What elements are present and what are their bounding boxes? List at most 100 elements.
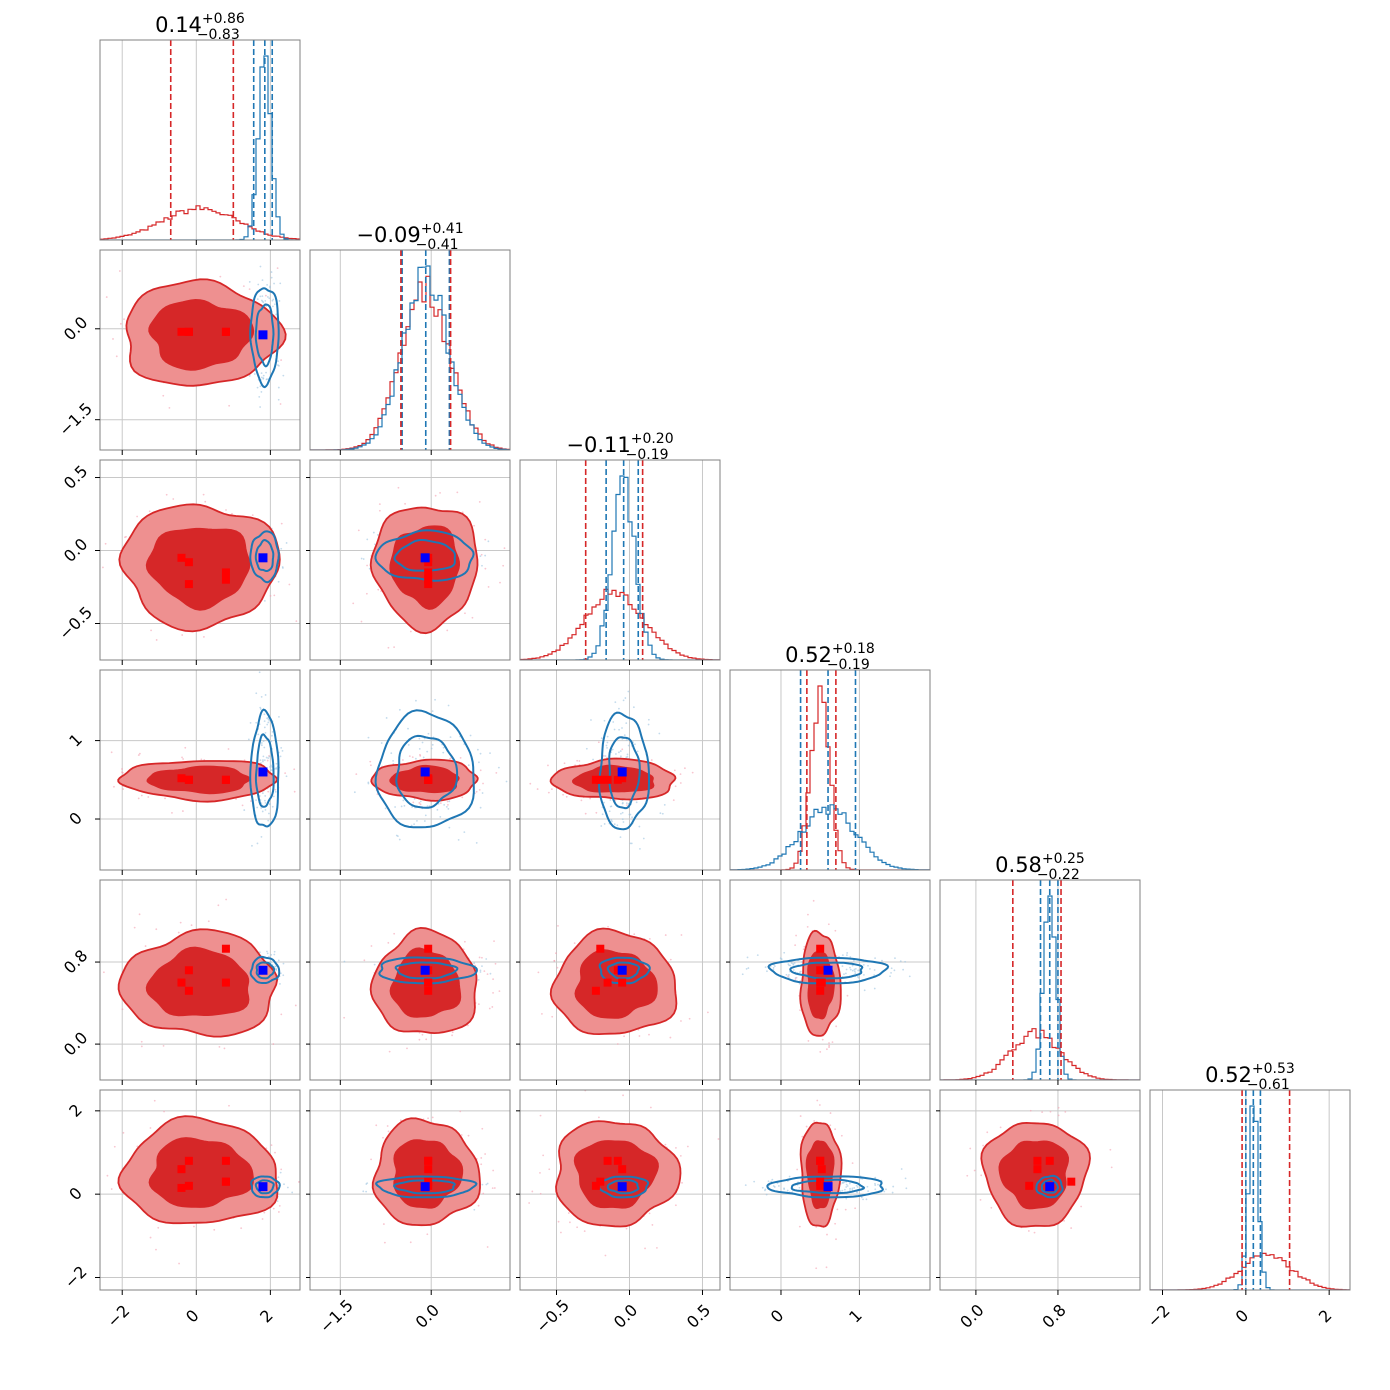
sample-point bbox=[908, 975, 911, 978]
sample-point bbox=[625, 722, 628, 724]
sample-point bbox=[425, 1038, 428, 1041]
marginal-panel-5: 0.52+0.53 −0.61 −2 0 2 bbox=[1144, 1061, 1351, 1331]
sample-point bbox=[449, 757, 451, 760]
sample-point bbox=[403, 804, 406, 807]
sample-point bbox=[277, 1176, 280, 1179]
sample-point bbox=[93, 548, 95, 550]
sample-point bbox=[383, 1241, 386, 1244]
sample-point bbox=[489, 972, 492, 975]
sample-point bbox=[360, 557, 363, 560]
sample-point bbox=[227, 748, 230, 750]
marginal-panel-2: −0.11+0.20 −0.19 bbox=[519, 431, 721, 665]
sample-point bbox=[442, 746, 445, 749]
sample-point bbox=[123, 318, 125, 321]
red-histogram bbox=[1150, 1252, 1350, 1290]
param-title-5: 0.52+0.53 −0.61 bbox=[1205, 1061, 1295, 1093]
sample-point bbox=[849, 968, 852, 971]
sample-point bbox=[567, 1212, 570, 1214]
sample-point bbox=[189, 706, 191, 708]
sample-point bbox=[113, 785, 115, 788]
sample-point bbox=[267, 819, 270, 822]
sample-point bbox=[486, 1246, 489, 1248]
sample-point bbox=[625, 739, 628, 741]
sample-point bbox=[181, 810, 184, 812]
sample-point bbox=[58, 960, 60, 962]
sample-point bbox=[207, 920, 210, 923]
red-marker bbox=[221, 327, 230, 336]
blue-contour-inner bbox=[393, 1179, 456, 1195]
blue-contour-inner bbox=[394, 961, 459, 980]
sample-point bbox=[691, 771, 694, 774]
sample-point bbox=[258, 671, 261, 674]
sample-point bbox=[638, 1035, 641, 1037]
sample-point bbox=[767, 1180, 770, 1183]
sample-point bbox=[634, 743, 636, 746]
sample-point bbox=[295, 620, 298, 623]
sample-point bbox=[256, 386, 259, 389]
panel-frame bbox=[939, 879, 1141, 1081]
panel-frame bbox=[309, 1089, 511, 1291]
marginal-panel-0: 0.14+0.86 −0.83 bbox=[99, 11, 301, 245]
sample-point bbox=[845, 1183, 848, 1186]
sample-point bbox=[150, 629, 152, 632]
sample-point bbox=[275, 969, 278, 971]
sample-point bbox=[269, 594, 272, 597]
blue-histogram bbox=[100, 55, 300, 240]
sample-point bbox=[612, 721, 615, 723]
sample-point bbox=[1029, 1109, 1032, 1112]
sample-point bbox=[603, 719, 606, 722]
sample-point bbox=[489, 752, 491, 755]
sample-point bbox=[471, 616, 474, 619]
sample-point bbox=[118, 270, 121, 272]
sample-point bbox=[648, 1212, 651, 1215]
sample-point bbox=[851, 964, 854, 967]
sample-point bbox=[250, 800, 252, 802]
sample-point bbox=[756, 954, 759, 957]
sample-point bbox=[904, 1177, 907, 1180]
sample-point bbox=[805, 1125, 808, 1128]
sample-point bbox=[369, 764, 372, 767]
blue-contour-outer bbox=[1035, 1174, 1064, 1199]
sample-point bbox=[242, 285, 245, 288]
sample-point bbox=[493, 1187, 496, 1189]
sample-point bbox=[849, 1182, 851, 1185]
sample-point bbox=[562, 793, 564, 796]
title-plus: +0.18 bbox=[832, 641, 875, 657]
blue-histogram bbox=[730, 804, 930, 870]
sample-point bbox=[845, 972, 847, 975]
sample-point bbox=[479, 806, 482, 809]
x-tick-label: −2 bbox=[1144, 1301, 1174, 1331]
sample-point bbox=[168, 406, 171, 409]
sample-point bbox=[278, 715, 280, 718]
sample-point bbox=[273, 303, 276, 306]
sample-point bbox=[846, 1185, 849, 1187]
blue-contour-outer bbox=[598, 956, 651, 985]
red-contour-inner bbox=[574, 949, 658, 1019]
sample-point bbox=[182, 758, 185, 760]
x-tick-label: 2 bbox=[1315, 1306, 1336, 1327]
sample-point bbox=[231, 512, 233, 515]
sample-point bbox=[390, 752, 393, 755]
sample-point bbox=[110, 1188, 113, 1190]
sample-point bbox=[839, 1190, 842, 1193]
sample-point bbox=[264, 694, 267, 696]
red-marker bbox=[184, 1156, 193, 1165]
sample-point bbox=[659, 812, 662, 815]
sample-point bbox=[629, 842, 632, 845]
sample-point bbox=[627, 744, 630, 747]
sample-point bbox=[1070, 1227, 1073, 1229]
sample-point bbox=[375, 1124, 378, 1127]
sample-point bbox=[885, 1188, 887, 1191]
sample-point bbox=[260, 376, 263, 379]
sample-point bbox=[257, 733, 260, 736]
sample-point bbox=[415, 699, 417, 702]
sample-point bbox=[217, 904, 220, 907]
sample-point bbox=[843, 1188, 846, 1191]
sample-point bbox=[621, 727, 623, 729]
sample-point bbox=[636, 750, 639, 753]
sample-point bbox=[268, 803, 271, 806]
sample-point bbox=[661, 812, 664, 815]
sample-point bbox=[780, 958, 783, 960]
sample-point bbox=[551, 1015, 554, 1018]
sample-point bbox=[266, 723, 269, 726]
